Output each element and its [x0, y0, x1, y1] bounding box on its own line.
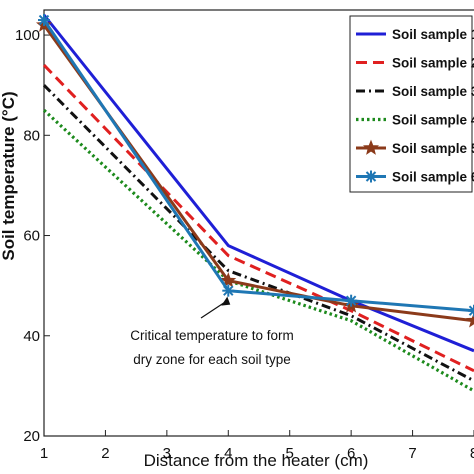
- y-tick-label: 80: [23, 127, 40, 144]
- annotation-text-line: dry zone for each soil type: [133, 352, 291, 367]
- asterisk-stroke: [223, 285, 234, 296]
- x-tick-label: 6: [347, 445, 355, 462]
- asterisk-stroke: [468, 309, 474, 316]
- asterisk-stroke: [365, 171, 377, 182]
- asterisk-stroke: [345, 295, 357, 306]
- legend-entry-5: Soil sample 5: [356, 139, 474, 156]
- legend-entry-4: Soil sample 4: [356, 113, 474, 128]
- plot-border: [43, 9, 474, 437]
- annotation-text-line: Critical temperature to form: [130, 328, 294, 343]
- legend-entry-6: Soil sample 6: [356, 170, 474, 185]
- series-2: [42, 64, 474, 373]
- series-line-6: [42, 19, 474, 313]
- legend-label: Soil sample 1: [392, 27, 474, 42]
- series-line-2: [42, 64, 474, 373]
- series-6: [38, 14, 474, 317]
- asterisk-marker: [222, 284, 235, 297]
- series-line-4: [42, 109, 474, 393]
- x-tick-label: 5: [286, 445, 294, 462]
- x-tick-label: 2: [101, 445, 109, 462]
- y-tick-label: 60: [23, 228, 40, 245]
- x-axis-label: Distance from the heater (cm): [144, 451, 369, 470]
- star-marker: [220, 272, 237, 288]
- legend-label: Soil sample 5: [392, 141, 474, 156]
- asterisk-marker: [468, 304, 474, 317]
- legend-label: Soil sample 4: [392, 113, 474, 128]
- x-tick-label: 4: [224, 445, 232, 462]
- plot-area: [43, 9, 474, 437]
- legend-label: Soil sample 6: [392, 170, 474, 185]
- series-lines: [35, 14, 474, 393]
- asterisk-marker: [365, 170, 377, 183]
- asterisk-marker: [345, 294, 358, 307]
- y-tick-label: 20: [23, 428, 40, 445]
- series-4: [42, 109, 474, 393]
- x-tick-label: 3: [163, 445, 171, 462]
- star-marker: [362, 139, 380, 155]
- legend: Soil sample 1 Soil sample 2 Soil sample 3 S…: [349, 15, 474, 193]
- x-axis: 1 2 3 4 5 6 7 8: [40, 430, 474, 462]
- annotation-arrowhead: [221, 296, 231, 306]
- x-tick-label: 7: [408, 445, 416, 462]
- legend-label: Soil sample 2: [392, 56, 474, 71]
- x-tick-label: 1: [40, 445, 48, 462]
- asterisk-stroke: [38, 14, 50, 26]
- y-tick-label: 100: [15, 27, 40, 44]
- legend-label: Soil sample 3: [392, 84, 474, 99]
- series-1: [42, 14, 474, 353]
- y-axis-label: Soil temperature (°C): [0, 91, 18, 260]
- asterisk-marker: [38, 14, 50, 27]
- x-tick-label: 8: [470, 445, 474, 462]
- y-axis: 20 40 60 80 100: [15, 27, 50, 445]
- series-line-1: [42, 14, 474, 353]
- star-marker: [465, 312, 474, 328]
- legend-box: [349, 15, 473, 193]
- legend-entry-1: Soil sample 1: [356, 27, 474, 42]
- legend-entry-2: Soil sample 2: [356, 56, 474, 71]
- legend-entry-3: Soil sample 3: [356, 84, 474, 99]
- annotation: Critical temperature to form dry zone for…: [130, 296, 294, 367]
- asterisk-stroke: [468, 305, 474, 313]
- y-tick-label: 40: [23, 328, 40, 345]
